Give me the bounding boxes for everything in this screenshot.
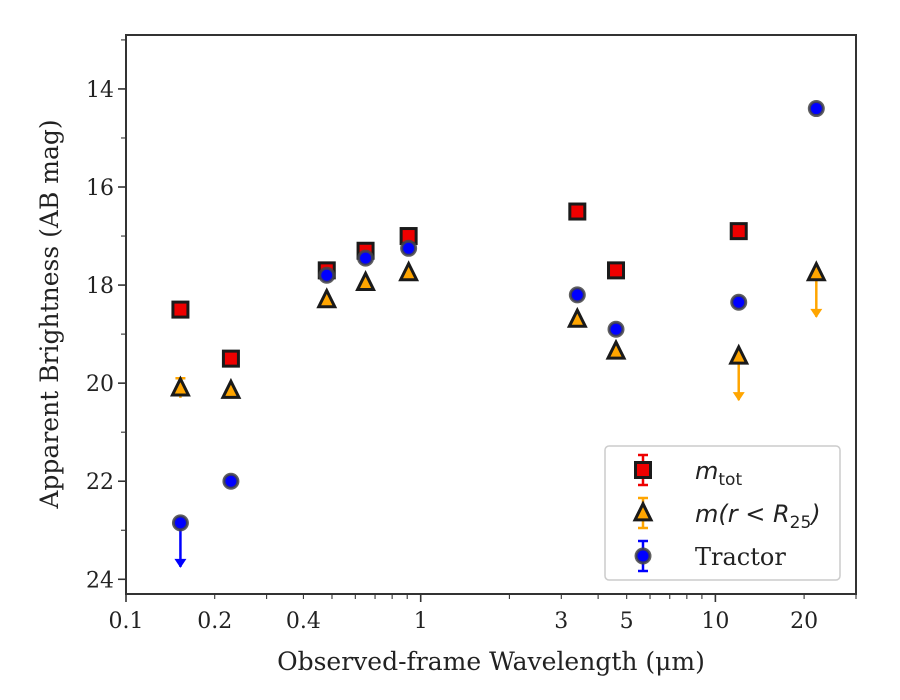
- point-mr25: [805, 260, 827, 318]
- point-mr25: [398, 260, 420, 282]
- legend-label-tractor: Tractor: [695, 543, 786, 571]
- point-mtot: [729, 222, 748, 241]
- point-mr25: [316, 287, 338, 309]
- y-axis-label: Apparent Brightness (AB mag): [35, 119, 64, 509]
- marker-circle: [357, 249, 375, 267]
- marker-circle: [607, 320, 625, 338]
- marker-square: [568, 202, 587, 221]
- upper-limit-arrowhead: [732, 392, 745, 402]
- marker-triangle: [170, 375, 191, 397]
- marker-square: [171, 300, 190, 319]
- y-tick-label: 20: [86, 372, 114, 397]
- legend-marker-triangle: [632, 500, 654, 522]
- point-tractor: [357, 249, 375, 267]
- legend-item-mtot: mtot: [634, 453, 742, 490]
- y-tick-label: 24: [86, 568, 114, 593]
- marker-triangle: [728, 343, 750, 365]
- point-tractor: [400, 239, 418, 257]
- marker-triangle: [805, 260, 827, 282]
- x-tick-label: 20: [790, 609, 818, 634]
- point-mtot: [171, 300, 190, 319]
- x-tick-label: 0.4: [286, 609, 321, 634]
- marker-circle: [568, 286, 586, 304]
- marker-square: [729, 222, 748, 241]
- data-marks: [170, 100, 827, 568]
- legend-item-tractor: Tractor: [634, 539, 786, 573]
- point-tractor: [730, 293, 748, 311]
- x-tick-label: 0.1: [109, 609, 144, 634]
- legend-item-mr25: m(r < R25): [632, 496, 821, 533]
- marker-circle: [222, 472, 240, 490]
- marker-circle: [807, 100, 825, 118]
- point-mr25: [728, 343, 750, 402]
- legend-marker-circle: [634, 547, 652, 565]
- marker-triangle: [316, 287, 338, 309]
- series-tractor: [171, 100, 825, 568]
- point-tractor: [171, 514, 189, 568]
- x-axis-label: Observed-frame Wavelength (μm): [277, 647, 705, 676]
- marker-triangle: [398, 260, 420, 282]
- legend-label-mr25: m(r < R25): [695, 500, 821, 533]
- series-mr25: [170, 260, 827, 402]
- point-mr25: [605, 338, 627, 360]
- y-tick-label: 16: [86, 176, 114, 201]
- legend-label-mtot: mtot: [695, 457, 742, 490]
- marker-triangle: [355, 270, 376, 292]
- marker-circle: [400, 239, 418, 257]
- marker-triangle: [566, 306, 588, 328]
- marker-circle: [730, 293, 748, 311]
- point-mr25: [220, 377, 242, 399]
- point-tractor: [568, 286, 586, 304]
- y-tick-label: 14: [86, 78, 114, 103]
- marker-circle: [171, 514, 189, 532]
- upper-limit-arrowhead: [810, 308, 823, 318]
- point-tractor: [318, 266, 336, 284]
- point-mtot: [221, 349, 240, 368]
- y-axis: 14 16 18 20 22 24: [86, 39, 126, 593]
- point-mr25: [170, 375, 191, 398]
- marker-triangle: [220, 377, 242, 399]
- upper-limit-arrowhead: [174, 558, 187, 568]
- x-tick-label: 10: [701, 609, 729, 634]
- marker-square: [607, 261, 626, 280]
- point-mr25: [566, 306, 588, 328]
- marker-circle: [318, 266, 336, 284]
- x-tick-label: 0.2: [197, 609, 232, 634]
- x-axis: 0.1 0.2 0.4 1 3 5 10 20: [109, 594, 857, 634]
- legend: mtot m(r < R25) Tractor: [604, 445, 841, 581]
- legend-marker-square: [634, 461, 652, 479]
- point-tractor: [607, 320, 625, 338]
- point-mr25: [355, 270, 376, 292]
- x-tick-label: 5: [620, 609, 634, 634]
- marker-triangle: [605, 338, 627, 360]
- point-tractor: [222, 472, 240, 490]
- legend-box: [604, 445, 841, 581]
- y-tick-label: 18: [86, 274, 114, 299]
- point-mtot: [607, 261, 626, 280]
- x-tick-label: 3: [554, 609, 568, 634]
- x-tick-label: 1: [414, 609, 428, 634]
- point-mtot: [568, 202, 587, 221]
- point-tractor: [807, 100, 825, 118]
- y-tick-label: 22: [86, 470, 114, 495]
- marker-square: [221, 349, 240, 368]
- plot-frame: [125, 34, 857, 595]
